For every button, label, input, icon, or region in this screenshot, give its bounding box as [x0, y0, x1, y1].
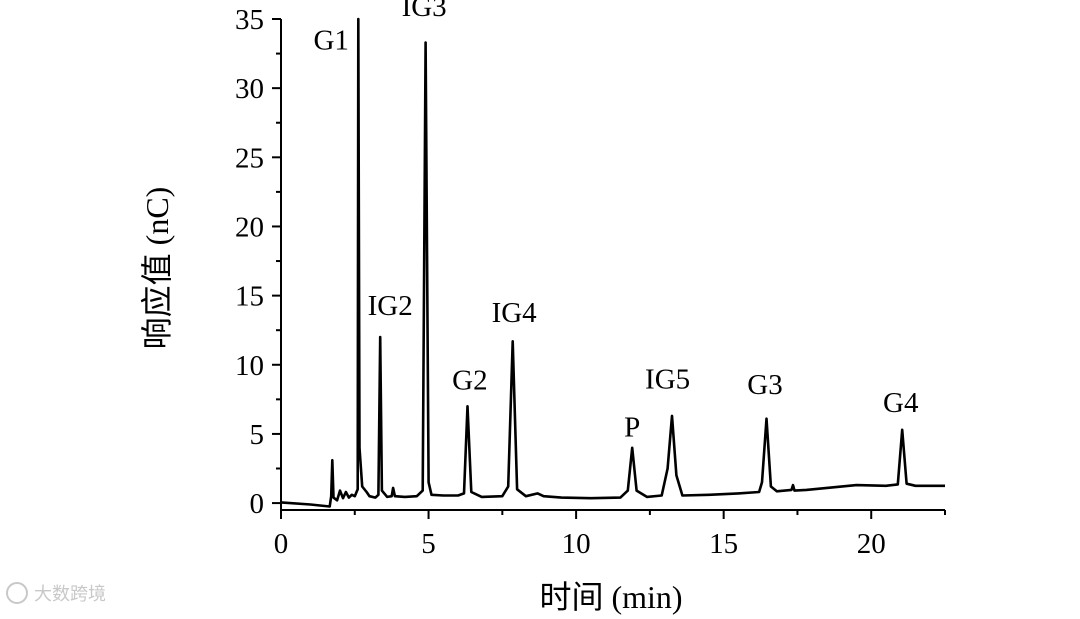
y-tick-label: 10 [235, 350, 264, 382]
x-axis-title: 时间 (min) [539, 579, 682, 615]
peak-label: G4 [883, 387, 919, 419]
x-tick-label: 15 [709, 528, 738, 560]
series-line [280, 17, 945, 508]
y-tick-label: 25 [235, 142, 264, 174]
peak-label: P [624, 412, 640, 444]
axes [280, 19, 945, 511]
peak-label: IG2 [368, 290, 413, 322]
y-tick-label: 35 [235, 4, 264, 36]
y-tick-label: 0 [250, 488, 265, 520]
peak-label: G1 [313, 24, 348, 56]
peak-label: IG3 [402, 0, 447, 23]
y-tick-label: 5 [250, 419, 265, 451]
watermark: 大数跨境 [6, 580, 106, 606]
y-tick-label: 20 [235, 211, 264, 243]
y-tick-label: 30 [235, 73, 264, 105]
x-tick-label: 0 [274, 528, 289, 560]
ticks [272, 18, 946, 519]
tick-labels: 0 5 10 15 20 25 30 35 0 5 10 15 20 [235, 4, 886, 560]
watermark-text: 大数跨境 [34, 584, 106, 605]
peak-label: IG5 [645, 363, 690, 395]
watermark-logo-icon [6, 582, 28, 604]
y-axis-title: 响应值 (nC) [139, 187, 175, 350]
peak-label: G2 [452, 365, 487, 397]
peak-label: IG4 [492, 297, 538, 329]
x-tick-label: 20 [857, 528, 886, 560]
peak-label: G3 [747, 369, 782, 401]
x-tick-label: 5 [421, 528, 436, 560]
y-tick-label: 15 [235, 281, 264, 313]
x-tick-label: 10 [562, 528, 591, 560]
